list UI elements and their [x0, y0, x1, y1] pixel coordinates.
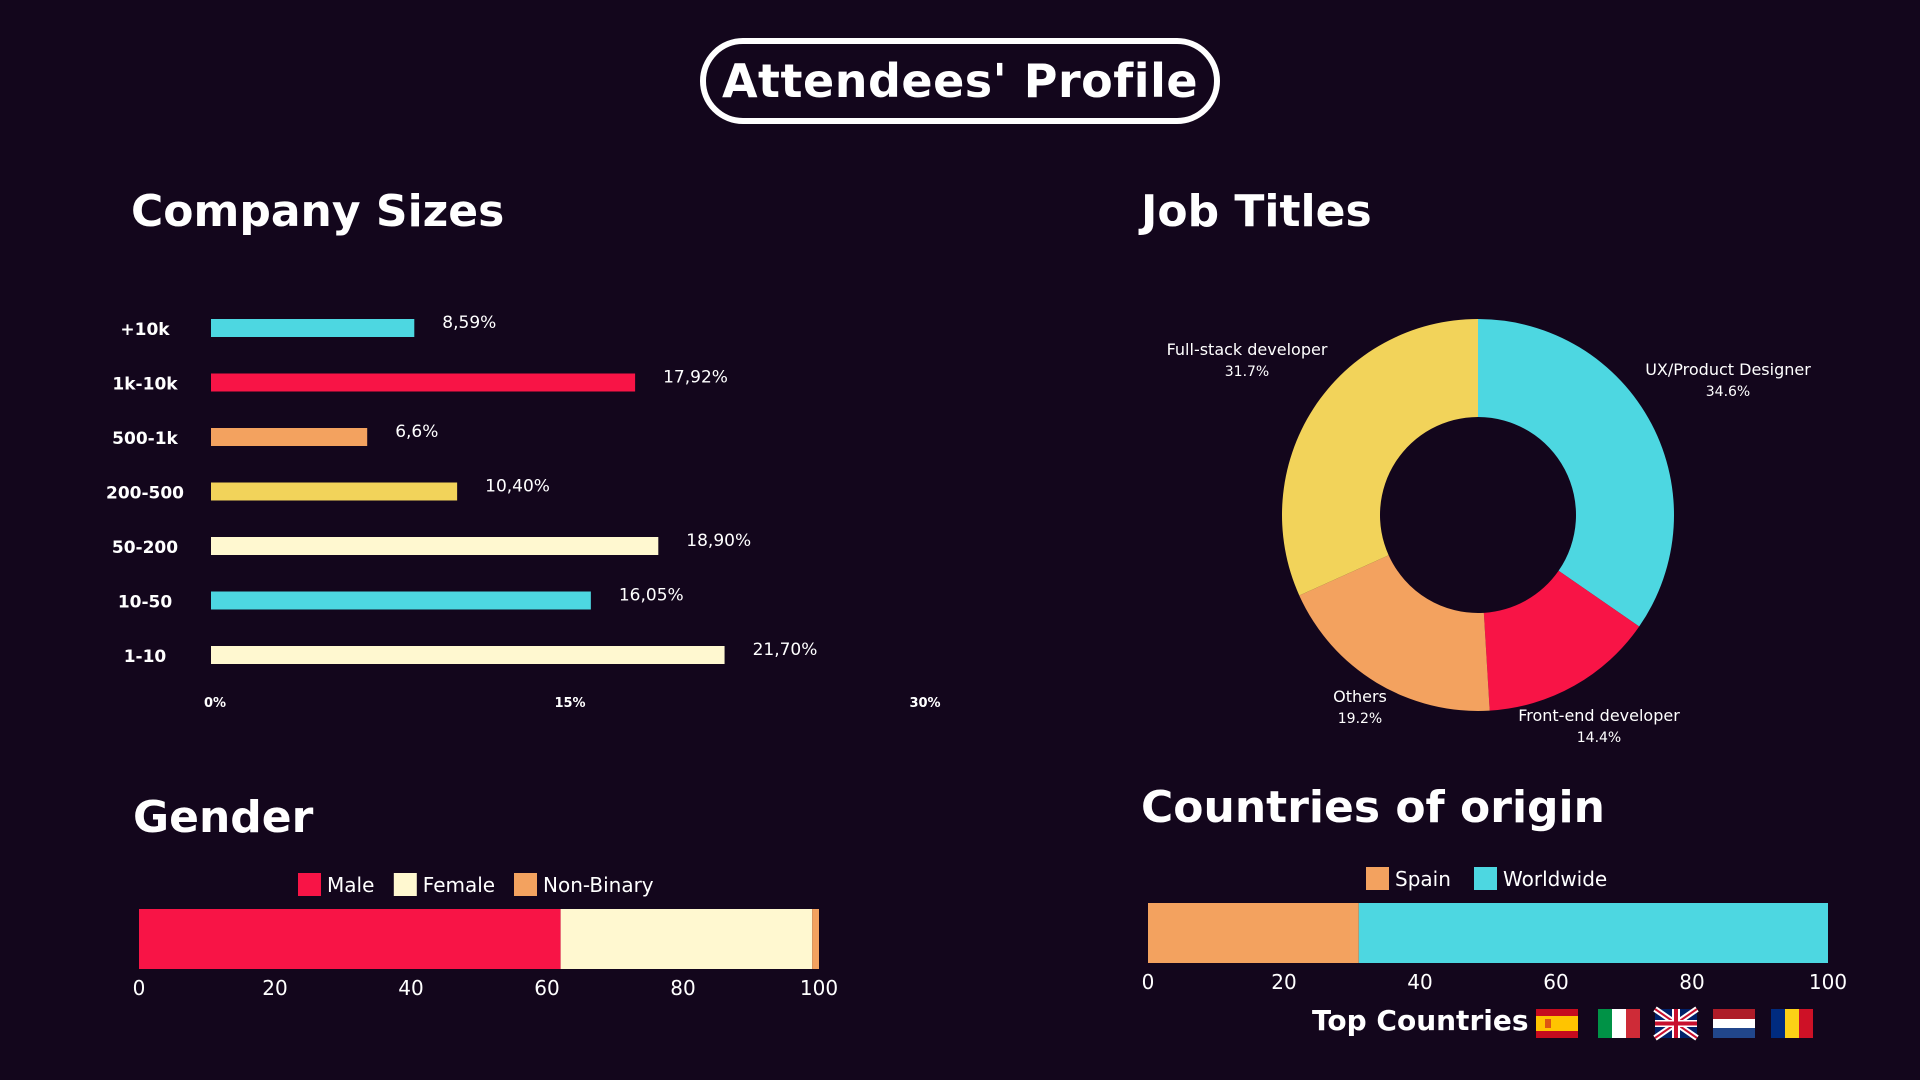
countries-legend-swatch [1366, 867, 1389, 890]
countries-x-tick-label: 60 [1543, 970, 1568, 994]
gender-legend-swatch [514, 873, 537, 896]
company-size-category-label: 200-500 [106, 484, 184, 504]
uk-flag-icon [1653, 1006, 1699, 1041]
gender-x-tick-label: 100 [800, 976, 838, 1000]
countries-x-tick-label: 40 [1407, 970, 1432, 994]
job-title-slice-label: Front-end developer [1518, 706, 1680, 725]
gender-x-tick-label: 20 [262, 976, 287, 1000]
company-size-value-label: 21,70% [753, 640, 818, 660]
gender-x-tick-label: 60 [534, 976, 559, 1000]
company-size-value-label: 16,05% [619, 586, 684, 606]
company-size-bar [211, 319, 415, 337]
company-size-category-label: +10k [120, 320, 170, 340]
company-size-bar [211, 646, 725, 664]
gender-bar-segment [139, 909, 561, 969]
job-title-slice-value-label: 19.2% [1338, 711, 1382, 727]
job-title-slice-label: UX/Product Designer [1645, 360, 1811, 379]
spain-flag-icon [1536, 1009, 1578, 1038]
company-size-bar [211, 537, 659, 555]
gender-bar-segment [560, 909, 813, 969]
job-title-slice [1478, 318, 1675, 627]
company-size-category-label: 50-200 [112, 538, 178, 558]
romania-flag-icon [1771, 1009, 1813, 1038]
company-size-category-label: 10-50 [118, 593, 173, 613]
gender-legend-label: Male [327, 873, 374, 897]
company-size-x-tick-label: 0% [204, 696, 226, 711]
italy-flag-icon [1598, 1009, 1640, 1038]
company-sizes-title: Company Sizes [131, 186, 505, 237]
job-title-slice-value-label: 14.4% [1577, 730, 1621, 746]
gender-legend-swatch [393, 873, 417, 896]
job-title-slice [1282, 319, 1478, 596]
countries-title: Countries of origin [1141, 782, 1605, 833]
countries-legend-label: Worldwide [1503, 867, 1607, 891]
job-title-slice [1483, 570, 1640, 711]
company-size-bar [211, 373, 636, 392]
countries-legend-swatch [1474, 867, 1497, 890]
countries-legend-label: Spain [1395, 867, 1451, 891]
countries-x-tick-label: 20 [1271, 970, 1296, 994]
job-title-slice-label: Others [1333, 687, 1387, 706]
job-title-slice-value-label: 31.7% [1225, 364, 1269, 380]
company-size-value-label: 6,6% [395, 422, 438, 442]
countries-x-tick-label: 80 [1679, 970, 1704, 994]
countries-bar-segment [1358, 903, 1828, 963]
gender-bar-segment [812, 909, 819, 969]
job-title-slice-value-label: 34.6% [1706, 384, 1750, 400]
gender-legend-label: Female [423, 873, 495, 897]
company-size-value-label: 8,59% [442, 313, 496, 333]
company-size-category-label: 1-10 [124, 647, 167, 667]
gender-x-tick-label: 80 [670, 976, 695, 1000]
company-size-x-tick-label: 30% [909, 696, 940, 711]
company-size-x-tick-label: 15% [554, 696, 585, 711]
job-titles-title: Job Titles [1141, 186, 1372, 237]
countries-x-tick-label: 100 [1809, 970, 1847, 994]
job-title-slice [1299, 555, 1490, 711]
company-size-bar [211, 591, 591, 610]
company-size-value-label: 18,90% [686, 531, 751, 551]
gender-legend-swatch [298, 873, 321, 896]
company-size-value-label: 17,92% [663, 368, 728, 388]
company-size-bar [211, 482, 458, 501]
gender-title: Gender [133, 792, 314, 843]
company-size-value-label: 10,40% [485, 477, 550, 497]
top-countries-label: Top Countries [1312, 1004, 1529, 1037]
gender-legend-label: Non-Binary [543, 873, 654, 897]
gender-x-tick-label: 0 [133, 976, 146, 1000]
countries-bar-segment [1148, 903, 1359, 963]
company-size-bar [211, 428, 368, 446]
company-size-category-label: 1k-10k [112, 375, 178, 395]
company-size-category-label: 500-1k [112, 429, 178, 449]
job-title-slice-label: Full-stack developer [1167, 340, 1328, 359]
countries-x-tick-label: 0 [1142, 970, 1155, 994]
netherlands-flag-icon [1713, 1009, 1755, 1038]
gender-x-tick-label: 40 [398, 976, 423, 1000]
page-title: Attendees' Profile [700, 38, 1220, 124]
